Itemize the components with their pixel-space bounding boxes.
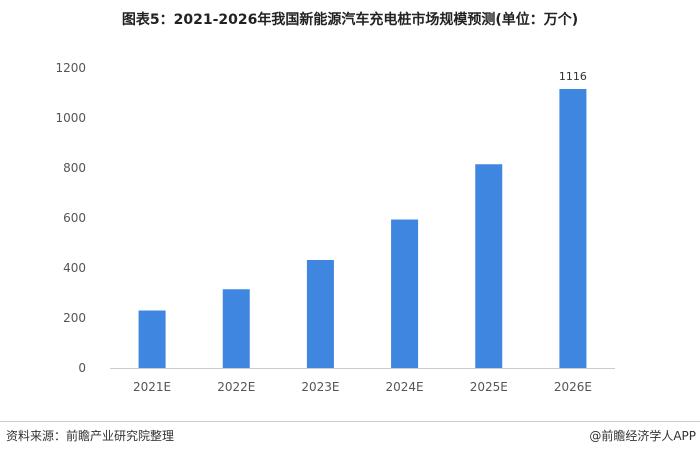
x-tick-label: 2022E (217, 380, 255, 394)
x-tick-label: 2025E (470, 380, 508, 394)
bar-2021E (138, 310, 166, 368)
data-label: 1116 (559, 70, 587, 83)
bar-2025E (475, 164, 503, 368)
chart-title: 图表5：2021-2026年我国新能源汽车充电桩市场规模预测(单位：万个) (121, 12, 579, 28)
x-tick-label: 2021E (133, 380, 171, 394)
footer-divider (0, 421, 700, 422)
bar-2022E (222, 289, 250, 368)
bar-2024E (391, 219, 419, 368)
y-tick-label: 1000 (55, 111, 86, 125)
x-tick-label: 2024E (386, 380, 424, 394)
brand-credit: @前瞻经济学人APP (589, 429, 696, 443)
y-axis: 0 200 400 600 800 1000 1200 (55, 61, 86, 375)
y-tick-label: 200 (63, 311, 86, 325)
x-axis: 2021E 2022E 2023E 2024E 2025E 2026E (133, 380, 592, 394)
bar-2023E (306, 260, 334, 368)
y-tick-label: 600 (63, 211, 86, 225)
y-tick-label: 0 (78, 361, 86, 375)
source-note: 资料来源：前瞻产业研究院整理 (6, 429, 175, 443)
y-tick-label: 800 (63, 161, 86, 175)
bars-group (138, 89, 587, 368)
y-tick-label: 1200 (55, 61, 86, 75)
bar-2026E (559, 89, 587, 368)
y-tick-label: 400 (63, 261, 86, 275)
data-labels-group: 1116 (559, 70, 587, 83)
x-tick-label: 2026E (554, 380, 592, 394)
x-tick-label: 2023E (301, 380, 339, 394)
